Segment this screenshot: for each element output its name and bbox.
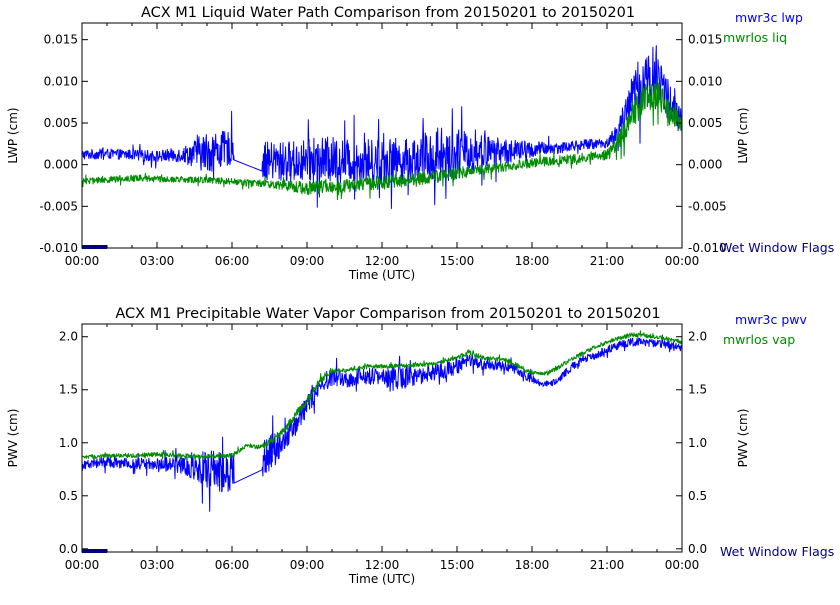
chart-title: ACX M1 Precipitable Water Vapor Comparis… (115, 306, 660, 322)
legend-item: mwrlos liq (723, 30, 787, 45)
x-tick-label: 00:00 (65, 254, 100, 268)
x-axis-label: Time (UTC) (348, 572, 415, 586)
x-tick-label: 00:00 (665, 558, 700, 572)
y-tick-label-right: 1.0 (688, 436, 707, 450)
chart-title: ACX M1 Liquid Water Path Comparison from… (141, 5, 635, 21)
x-tick-label: 06:00 (215, 558, 250, 572)
y-tick-label: 1.5 (59, 383, 78, 397)
series-line-mwr3c-pwv (82, 334, 682, 512)
x-tick-label: 18:00 (515, 254, 550, 268)
series-line-mwrlos-vap (82, 330, 682, 461)
y-tick-label: 2.0 (59, 330, 78, 344)
y-tick-label-right: -0.010 (688, 241, 727, 255)
y-tick-label: -0.005 (39, 199, 78, 213)
x-tick-label: 21:00 (590, 254, 625, 268)
x-tick-label: 12:00 (365, 558, 400, 572)
y-tick-label-right: 2.0 (688, 330, 707, 344)
y-tick-label-right: 0.5 (688, 489, 707, 503)
y-tick-label-right: 0.000 (688, 158, 722, 172)
x-tick-label: 21:00 (590, 558, 625, 572)
y-axis-label: LWP (cm) (6, 107, 20, 163)
plot-area (82, 45, 682, 209)
x-tick-label: 03:00 (140, 558, 175, 572)
x-tick-label: 18:00 (515, 558, 550, 572)
wet-window-flags-label: Wet Window Flags (720, 544, 834, 559)
y-axis-label-right: PWV (cm) (736, 409, 750, 468)
legend-item: mwrlos vap (723, 332, 795, 347)
y-tick-label: 0.015 (44, 33, 78, 47)
panel-2: ACX M1 Precipitable Water Vapor Comparis… (6, 306, 834, 586)
wet-window-flag-bar (82, 549, 107, 553)
legend-item: mwr3c pwv (735, 312, 807, 327)
x-tick-label: 09:00 (290, 254, 325, 268)
y-tick-label: 0.010 (44, 74, 78, 88)
x-tick-label: 03:00 (140, 254, 175, 268)
wet-window-flags-label: Wet Window Flags (720, 240, 834, 255)
wet-window-flag-bar (82, 245, 107, 249)
x-tick-label: 00:00 (665, 254, 700, 268)
x-tick-label: 09:00 (290, 558, 325, 572)
y-tick-label-right: -0.005 (688, 199, 727, 213)
y-tick-label: 0.005 (44, 116, 78, 130)
y-tick-label-right: 0.015 (688, 33, 722, 47)
series-line-mwr3c-lwp (82, 45, 682, 209)
y-tick-label-right: 0.0 (688, 542, 707, 556)
y-tick-label-right: 0.005 (688, 116, 722, 130)
y-tick-label: 0.0 (59, 542, 78, 556)
y-axis-label: PWV (cm) (6, 409, 20, 468)
y-tick-label-right: 0.010 (688, 74, 722, 88)
x-tick-label: 15:00 (440, 254, 475, 268)
panel-1: ACX M1 Liquid Water Path Comparison from… (6, 5, 834, 282)
x-tick-label: 00:00 (65, 558, 100, 572)
legend-item: mwr3c lwp (735, 10, 803, 25)
y-tick-label: 0.000 (44, 158, 78, 172)
x-tick-label: 06:00 (215, 254, 250, 268)
plot-frame (81, 22, 683, 249)
y-tick-label-right: 1.5 (688, 383, 707, 397)
y-tick-label: 1.0 (59, 436, 78, 450)
x-tick-label: 12:00 (365, 254, 400, 268)
y-tick-label: 0.5 (59, 489, 78, 503)
x-axis-label: Time (UTC) (348, 268, 415, 282)
y-tick-label: -0.010 (39, 241, 78, 255)
series-line-mwrlos-liq (82, 77, 682, 201)
plot-area (82, 330, 682, 512)
x-tick-label: 15:00 (440, 558, 475, 572)
y-axis-label-right: LWP (cm) (736, 107, 750, 163)
